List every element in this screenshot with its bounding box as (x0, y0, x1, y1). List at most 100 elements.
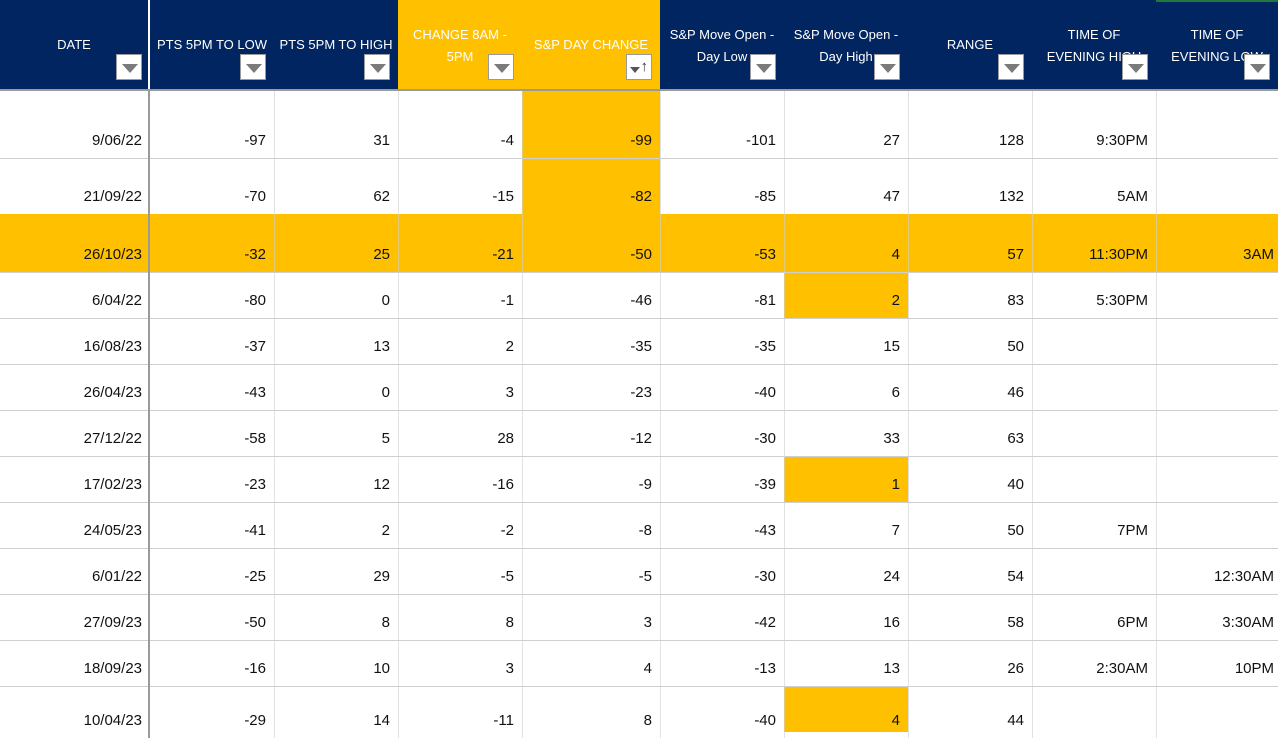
table-cell-eve_high[interactable]: 5:30PM (1096, 292, 1148, 309)
table-cell-pts_high[interactable]: 5 (381, 430, 390, 447)
table-cell-pts_high[interactable]: 12 (373, 476, 390, 493)
table-cell-open_low[interactable]: -42 (754, 614, 776, 631)
table-cell-date[interactable]: 16/08/23 (83, 338, 142, 355)
table-cell-pts_low[interactable]: -32 (244, 246, 266, 263)
table-cell-eve_high[interactable]: 7PM (1117, 522, 1148, 539)
table-cell-range[interactable]: 50 (1007, 522, 1024, 539)
table-cell-date[interactable]: 24/05/23 (83, 522, 142, 539)
table-cell-date[interactable]: 10/04/23 (83, 712, 142, 729)
table-cell-open_high[interactable]: 47 (883, 188, 900, 205)
table-cell-open_low[interactable]: -13 (754, 660, 776, 677)
filter-button[interactable] (488, 54, 514, 80)
table-cell-open_high[interactable]: 13 (883, 660, 900, 677)
table-cell-change[interactable]: 3 (505, 384, 514, 401)
column-header-date[interactable]: DATE (0, 0, 150, 90)
table-cell-range[interactable]: 40 (1007, 476, 1024, 493)
table-cell-pts_high[interactable]: 8 (381, 614, 390, 631)
table-cell-date[interactable]: 6/04/22 (91, 292, 142, 309)
table-cell-open_high[interactable]: 24 (883, 568, 900, 585)
table-cell-pts_low[interactable]: -25 (244, 568, 266, 585)
table-cell-eve_low[interactable]: 10PM (1234, 660, 1274, 677)
table-cell-pts_high[interactable]: 13 (373, 338, 390, 355)
table-cell-sp_day[interactable]: 8 (643, 712, 652, 729)
filter-button[interactable] (240, 54, 266, 80)
table-cell-range[interactable]: 57 (1007, 246, 1024, 263)
table-cell-range[interactable]: 58 (1007, 614, 1024, 631)
table-cell-change[interactable]: -4 (500, 132, 514, 149)
table-cell-pts_high[interactable]: 0 (381, 384, 390, 401)
table-cell-pts_low[interactable]: -41 (244, 522, 266, 539)
table-cell-open_high[interactable]: 16 (883, 614, 900, 631)
table-cell-pts_low[interactable]: -80 (244, 292, 266, 309)
table-cell-eve_high[interactable]: 6PM (1117, 614, 1148, 631)
column-header-eve_low[interactable]: TIME OF EVENING LOW (1156, 0, 1278, 90)
table-cell-date[interactable]: 6/01/22 (91, 568, 142, 585)
table-cell-sp_day[interactable]: -23 (630, 384, 652, 401)
table-cell-open_high[interactable]: 7 (891, 522, 900, 539)
table-cell-pts_low[interactable]: -43 (244, 384, 266, 401)
table-cell-open_low[interactable]: -40 (754, 384, 776, 401)
table-cell-open_low[interactable]: -43 (754, 522, 776, 539)
filter-button[interactable] (116, 54, 142, 80)
table-cell-change[interactable]: 8 (505, 614, 514, 631)
table-cell-change[interactable]: 3 (505, 660, 514, 677)
table-cell-change[interactable]: -5 (500, 568, 514, 585)
table-cell-change[interactable]: 28 (497, 430, 514, 447)
filter-button[interactable] (1244, 54, 1270, 80)
column-header-eve_high[interactable]: TIME OF EVENING HIGH (1032, 0, 1156, 90)
table-cell-sp_day[interactable]: -12 (630, 430, 652, 447)
sort-filter-button[interactable]: ↑ (626, 54, 652, 80)
column-header-sp_day[interactable]: S&P DAY CHANGE ↑ (522, 0, 660, 90)
table-cell-sp_day[interactable]: -8 (638, 522, 652, 539)
table-cell-eve_low[interactable]: 3AM (1243, 246, 1274, 263)
table-cell-sp_day[interactable]: -35 (630, 338, 652, 355)
table-cell-eve_high[interactable]: 5AM (1117, 188, 1148, 205)
table-cell-open_low[interactable]: -30 (754, 430, 776, 447)
table-cell-change[interactable]: 2 (505, 338, 514, 355)
table-cell-open_high[interactable]: 33 (883, 430, 900, 447)
table-cell-pts_low[interactable]: -16 (244, 660, 266, 677)
table-cell-open_low[interactable]: -81 (754, 292, 776, 309)
table-cell-open_low[interactable]: -30 (754, 568, 776, 585)
table-cell-open_high[interactable]: 15 (883, 338, 900, 355)
table-cell-pts_low[interactable]: -70 (244, 188, 266, 205)
table-cell-range[interactable]: 44 (1007, 712, 1024, 729)
table-cell-open_high[interactable]: 2 (891, 292, 900, 309)
table-cell-range[interactable]: 128 (998, 132, 1024, 149)
table-cell-sp_day[interactable]: -9 (638, 476, 652, 493)
table-cell-range[interactable]: 132 (998, 188, 1024, 205)
table-cell-open_low[interactable]: -53 (754, 246, 776, 263)
table-cell-pts_high[interactable]: 25 (373, 246, 390, 263)
filter-button[interactable] (998, 54, 1024, 80)
table-cell-sp_day[interactable]: 4 (643, 660, 652, 677)
column-header-open_low[interactable]: S&P Move Open - Day Low (660, 0, 784, 90)
table-cell-date[interactable]: 27/09/23 (83, 614, 142, 631)
table-cell-change[interactable]: -21 (492, 246, 514, 263)
table-cell-pts_low[interactable]: -58 (244, 430, 266, 447)
table-cell-range[interactable]: 54 (1007, 568, 1024, 585)
table-cell-open_low[interactable]: -40 (754, 712, 776, 729)
table-cell-sp_day[interactable]: -5 (638, 568, 652, 585)
table-cell-open_high[interactable]: 4 (891, 712, 900, 729)
table-cell-sp_day[interactable]: -82 (630, 188, 652, 205)
table-cell-pts_high[interactable]: 62 (373, 188, 390, 205)
table-cell-open_high[interactable]: 4 (891, 246, 900, 263)
table-cell-pts_low[interactable]: -37 (244, 338, 266, 355)
column-header-pts_low[interactable]: PTS 5PM TO LOW (150, 0, 274, 90)
filter-button[interactable] (874, 54, 900, 80)
table-cell-range[interactable]: 83 (1007, 292, 1024, 309)
table-cell-date[interactable]: 18/09/23 (83, 660, 142, 677)
table-cell-date[interactable]: 17/02/23 (83, 476, 142, 493)
table-cell-eve_high[interactable]: 2:30AM (1096, 660, 1148, 677)
table-cell-range[interactable]: 26 (1007, 660, 1024, 677)
table-cell-pts_high[interactable]: 31 (373, 132, 390, 149)
column-header-change[interactable]: CHANGE 8AM - 5PM (398, 0, 522, 90)
table-cell-open_low[interactable]: -85 (754, 188, 776, 205)
table-cell-range[interactable]: 63 (1007, 430, 1024, 447)
table-cell-pts_low[interactable]: -29 (244, 712, 266, 729)
filter-button[interactable] (364, 54, 390, 80)
table-cell-change[interactable]: -15 (492, 188, 514, 205)
table-cell-open_high[interactable]: 6 (891, 384, 900, 401)
table-cell-change[interactable]: -2 (500, 522, 514, 539)
table-cell-eve_high[interactable]: 11:30PM (1089, 246, 1148, 263)
